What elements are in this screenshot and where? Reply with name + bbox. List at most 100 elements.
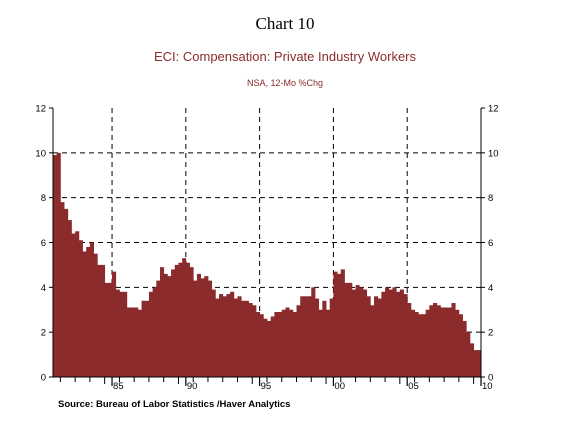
bar (100, 264, 106, 377)
bar (53, 155, 58, 377)
bar (145, 300, 150, 377)
bar (252, 305, 257, 377)
bar (263, 318, 268, 377)
bar (303, 296, 308, 377)
bar (167, 276, 172, 377)
bar (344, 282, 349, 377)
bar (355, 285, 360, 377)
bar (126, 307, 131, 377)
bar (359, 287, 364, 377)
y-tick-label-left: 12 (35, 104, 46, 115)
bar (421, 314, 427, 377)
bar (160, 267, 165, 377)
bar (469, 343, 475, 377)
bar (396, 291, 401, 377)
bar (148, 291, 154, 377)
bar (174, 264, 179, 377)
bar (189, 267, 194, 377)
bar (196, 273, 201, 377)
bar (285, 307, 290, 377)
bar (292, 311, 297, 377)
bar (300, 296, 305, 377)
tick-marks (49, 107, 485, 386)
bar (241, 300, 246, 377)
bar (351, 289, 356, 377)
bar (440, 307, 445, 377)
bar (444, 307, 449, 377)
bar (119, 291, 124, 377)
bar (314, 298, 320, 377)
bar (130, 307, 135, 377)
bar (112, 271, 117, 377)
bar (215, 298, 220, 377)
bar (366, 296, 371, 377)
source-note: Source: Bureau of Labor Statistics /Have… (58, 399, 291, 410)
bar (377, 298, 382, 377)
bar (322, 300, 327, 377)
bar (163, 273, 168, 377)
y-tick-label-right: 12 (488, 104, 499, 115)
bar (414, 311, 419, 377)
bar (418, 314, 423, 377)
bar (67, 220, 72, 377)
y-tick-label-left: 0 (41, 373, 46, 384)
bar (185, 262, 190, 377)
y-tick-label-right: 0 (488, 373, 493, 384)
y-tick-label-left: 2 (41, 328, 46, 339)
bar (152, 287, 157, 377)
bar (141, 300, 146, 377)
bar (178, 262, 183, 377)
bar (381, 291, 386, 377)
bar (78, 240, 83, 377)
x-tick-label: 85 (113, 381, 124, 392)
bar (274, 311, 279, 377)
y-tick-label-left: 6 (41, 238, 46, 249)
bar (171, 269, 176, 377)
bar (137, 309, 142, 377)
bar (86, 246, 91, 377)
bar (362, 289, 368, 377)
bar (211, 289, 216, 377)
bar (392, 287, 397, 377)
bar (436, 305, 441, 377)
bar (56, 152, 61, 377)
bar (222, 296, 227, 377)
bar (71, 233, 76, 377)
chart-subtitle: NSA, 12-Mo %Chg (246, 78, 324, 88)
bar (433, 303, 438, 377)
bar (410, 309, 415, 377)
x-tick-label: 00 (334, 381, 345, 392)
x-tick-label: 95 (261, 381, 272, 392)
bar (108, 282, 113, 377)
bar (226, 294, 231, 377)
bar (255, 311, 261, 377)
bar (237, 296, 242, 377)
x-tick-label: 90 (187, 381, 198, 392)
bar (385, 287, 390, 377)
bar (82, 251, 87, 377)
bar (326, 309, 331, 377)
bar (455, 309, 460, 377)
x-tick-label: 10 (482, 381, 493, 392)
bar (230, 291, 235, 377)
bar (429, 305, 434, 377)
bar (337, 273, 342, 377)
bar (399, 289, 404, 377)
bar (447, 307, 452, 377)
bar (403, 294, 408, 377)
chart-title: ECI: Compensation: Private Industry Work… (153, 49, 417, 64)
bar (156, 280, 161, 377)
bar (200, 278, 205, 377)
bar (267, 320, 272, 377)
y-tick-label-right: 2 (488, 328, 493, 339)
bar (473, 350, 478, 377)
bar (207, 280, 213, 377)
bar (296, 305, 301, 377)
bar (425, 309, 430, 377)
bar (462, 320, 467, 377)
bar (451, 303, 456, 377)
bar (248, 303, 253, 377)
bar (466, 332, 471, 377)
